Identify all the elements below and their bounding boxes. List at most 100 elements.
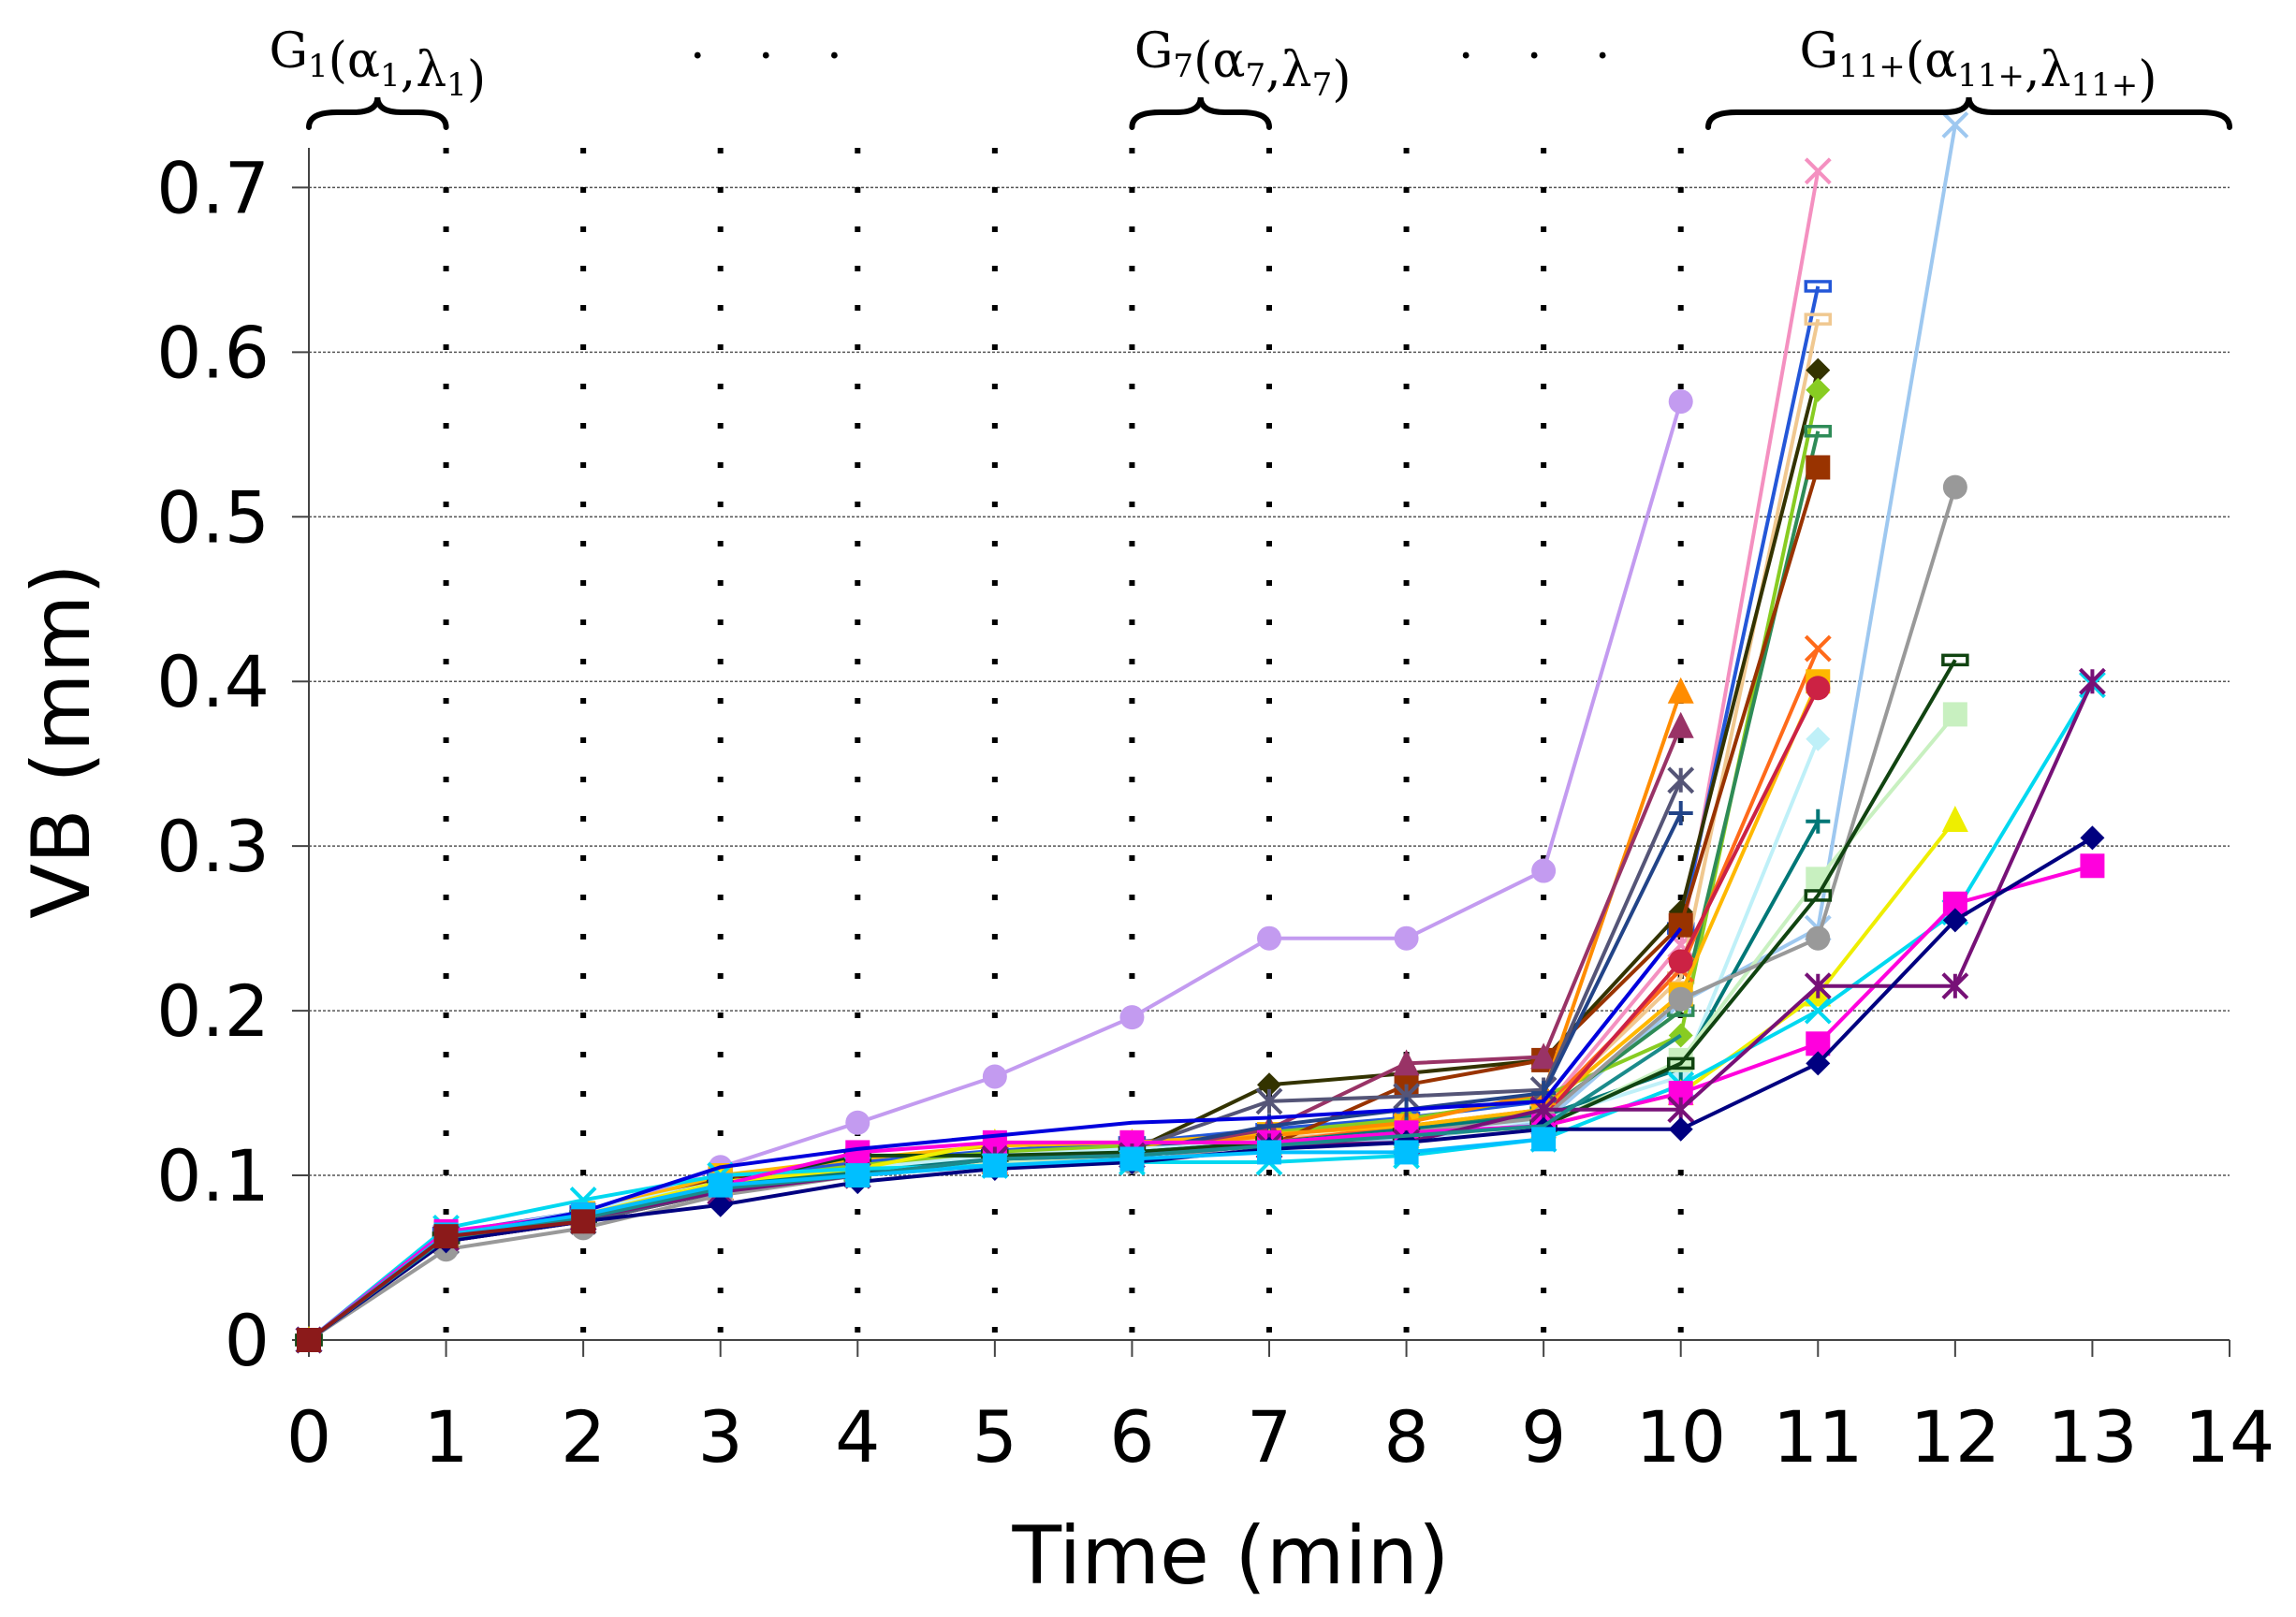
axes: 00.10.20.30.40.50.60.70 1 2 3 4 5 6 7 8 9 10 11 12 13… [156,146,2274,1479]
series-line-s5 [307,318,1821,1342]
data-point-s5-11 [1804,313,1833,326]
data-point-s1-6 [1119,1005,1145,1030]
label-g1: G1(α1,λ1) [269,23,486,108]
x-tick-label-10: 10 [1635,1395,1726,1479]
annotations: G1(α1,λ1) G7(α7,λ7) G11+(α11+,λ11+). . .. … [269,14,2232,130]
series-line-s7 [307,389,1821,1342]
y-axis-title: VB (mm) [15,563,109,919]
y-tick-label-0.6: 0.6 [156,311,270,394]
label-g7: G7(α7,λ7) [1134,23,1352,108]
series-line-s4 [307,285,1821,1342]
x-tick-label-5: 5 [973,1395,1017,1479]
x-tick-label-14: 14 [2185,1395,2275,1479]
brace-g7 [1129,96,1272,130]
data-point-s29-9 [1531,1127,1557,1152]
data-point-s1-4 [845,1110,870,1135]
x-tick-label-1: 1 [423,1395,468,1479]
label-g7-part: ,λ [1265,42,1312,98]
data-point-s13-10 [1667,677,1694,704]
data-point-s7-10 [1668,1023,1693,1048]
x-tick-label-9: 9 [1521,1395,1566,1479]
data-point-s3-12 [1941,111,1969,138]
data-point-s7-11 [1806,377,1831,402]
label-g11: G11+(α11+,λ11+) [1799,23,2157,108]
x-tick-label-11: 11 [1773,1395,1864,1479]
series-line-s21 [307,659,1957,1342]
data-point-s1-8 [1394,925,1419,951]
y-tick-label-0.4: 0.4 [156,640,270,723]
series-line-s23 [307,683,2095,1342]
data-point-s25-13 [2079,667,2106,695]
data-point-s30-0 [297,1328,321,1352]
x-axis-title: Time (min) [1011,1509,1449,1603]
x-tick-label-8: 8 [1383,1395,1428,1479]
y-tick-label-0: 0 [225,1299,270,1382]
data-point-s21-11 [1804,889,1833,902]
label-g1-part: ,λ [401,42,447,98]
data-point-s15-10 [1667,766,1695,794]
y-tick-label-0.5: 0.5 [156,475,270,559]
data-point-s25-12 [1941,972,1969,1000]
x-tick-label-0: 0 [286,1395,331,1479]
label-g11-part: G [1799,23,1838,80]
series-s10 [295,634,1832,1354]
label-g7-part: 7 [1173,48,1193,85]
data-point-s30-1 [433,1224,459,1249]
data-point-s8-11 [1804,425,1833,438]
label-g1-part: ) [467,51,486,108]
series-s2 [295,157,1832,1354]
series-s1 [297,389,1693,1352]
series-s8 [295,425,1833,1347]
data-point-s26-3 [708,1192,733,1217]
series-s14 [296,711,1694,1352]
series-s4 [295,280,1833,1347]
series-line-s29 [307,1137,1544,1342]
data-point-s29-5 [982,1153,1007,1178]
data-point-s1-5 [982,1064,1007,1089]
label-g1-part: G [269,23,308,80]
y-tick-label-0.7: 0.7 [156,146,270,229]
data-point-s20-12 [1942,474,1967,500]
label-g1-part: 1 [380,57,401,95]
data-point-s14-10 [1667,711,1694,738]
data-point-s19-12 [1942,702,1967,727]
brace-g11 [1705,96,2232,130]
series-s30 [297,1209,596,1352]
x-tick-label-13: 13 [2047,1395,2138,1479]
data-point-s10-11 [1804,634,1832,663]
label-g7-part: ) [1332,51,1351,108]
grid-lines [309,148,2230,1340]
data-point-s29-6 [1119,1146,1145,1172]
y-tick-label-0.1: 0.1 [156,1134,270,1217]
label-g1-part: 1 [308,48,329,85]
label-g7-part: 7 [1312,66,1333,104]
data-point-s29-8 [1394,1140,1419,1165]
ellipsis-2: . . . [1458,14,1630,70]
data-point-s23-11 [1804,997,1832,1025]
label-g1-part: 1 [446,66,467,104]
data-point-s16-10 [1668,800,1693,825]
label-g1-part: (α [329,33,380,89]
x-tick-label-3: 3 [698,1395,743,1479]
brace-g1 [306,96,449,130]
data-point-s2-11 [1804,157,1832,185]
data-point-s20-11 [1806,925,1831,951]
data-point-s6-7 [1257,1072,1281,1098]
x-tick-label-12: 12 [1909,1395,2000,1479]
series-s7 [297,377,1831,1352]
data-point-s20-10 [1668,986,1693,1012]
data-point-s12-10 [1668,949,1693,974]
data-point-s21-12 [1941,653,1969,667]
data-point-s1-7 [1257,925,1281,951]
series-s24 [297,853,2105,1352]
series-s12 [297,676,1831,1352]
data-point-s14-9 [1530,1042,1557,1070]
data-point-s26-11 [1806,1051,1831,1076]
series-group [295,111,2106,1354]
label-g7-part: (α [1193,33,1245,89]
data-point-s1-10 [1668,389,1693,415]
x-tick-label-7: 7 [1247,1395,1292,1479]
data-point-s1-9 [1531,858,1557,883]
data-point-s18-11 [1806,808,1831,834]
data-point-s6-11 [1806,357,1831,383]
